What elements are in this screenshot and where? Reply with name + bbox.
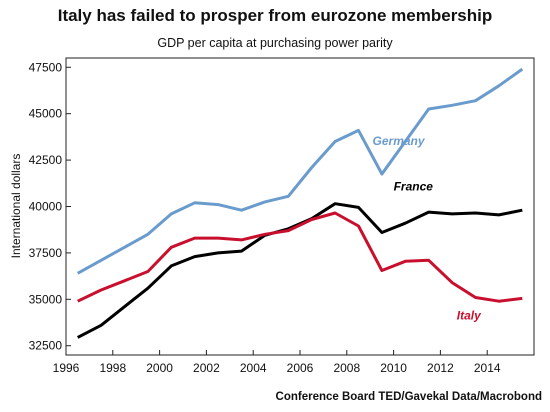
y-tick-label: 45000 <box>29 107 63 121</box>
x-tick-label: 2002 <box>193 361 220 375</box>
y-tick-label: 47500 <box>29 60 63 74</box>
series-label-france: France <box>394 180 434 194</box>
series-label-italy: Italy <box>457 309 482 323</box>
chart-subtitle: GDP per capita at purchasing power parit… <box>157 36 393 50</box>
x-tick-label: 2006 <box>287 361 314 375</box>
x-tick-label: 2012 <box>427 361 454 375</box>
y-tick-label: 40000 <box>29 200 63 214</box>
chart-title: Italy has failed to prosper from eurozon… <box>57 6 493 25</box>
series-labels: Germany France Italy <box>373 134 483 322</box>
x-tick-label: 2008 <box>333 361 360 375</box>
x-tick-label: 1998 <box>99 361 126 375</box>
x-tick-label: 2010 <box>380 361 407 375</box>
source-note: Conference Board TED/Gavekal Data/Macrob… <box>275 391 542 403</box>
y-axis-title: International dollars <box>9 154 23 259</box>
x-tick-label: 2000 <box>146 361 173 375</box>
y-tick-label: 37500 <box>29 246 63 260</box>
y-tick-label: 42500 <box>29 153 63 167</box>
x-tick-label: 1996 <box>53 361 80 375</box>
x-tick-label: 2014 <box>474 361 501 375</box>
x-tick-label: 2004 <box>240 361 267 375</box>
y-tick-label: 32500 <box>29 339 63 353</box>
axis-ticks: 1996 1998 2000 2002 2004 2006 2008 2010 2012 2014… <box>29 60 501 375</box>
series-line-germany <box>76 67 524 275</box>
series-label-germany: Germany <box>373 134 426 148</box>
series-lines <box>76 67 524 339</box>
y-tick-label: 35000 <box>29 292 63 306</box>
series-line-italy <box>77 211 523 303</box>
